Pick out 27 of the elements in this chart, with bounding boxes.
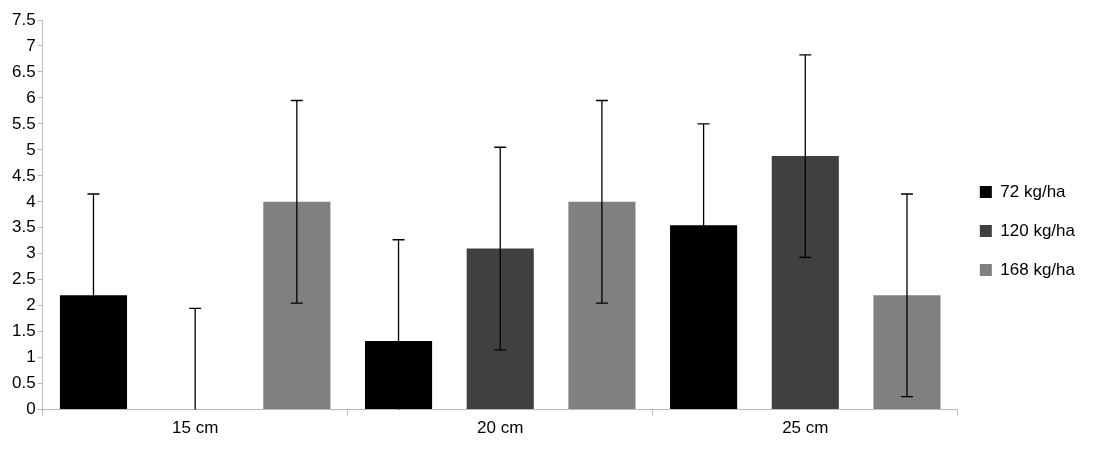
bar: [263, 201, 331, 410]
y-tick-label: 3.5: [11, 217, 36, 237]
y-tick-label: 6: [26, 87, 36, 107]
y-tick-label: 1: [26, 347, 36, 367]
bar: [568, 201, 636, 410]
bar: [873, 295, 941, 410]
y-tick-label: 2.5: [11, 269, 36, 289]
y-tick-label: 7: [26, 35, 36, 55]
x-tick-label: 20 cm: [477, 418, 524, 438]
y-tick-label: 5.5: [11, 113, 36, 133]
y-tick-label: 7.5: [11, 9, 36, 29]
y-tick-label: 6.5: [11, 61, 36, 81]
y-tick-label: 0.5: [11, 373, 36, 393]
y-tick-label: 3: [26, 243, 36, 263]
y-tick-label: 4.5: [11, 165, 36, 185]
y-tick-label: 0: [26, 399, 36, 419]
legend-label: 168 kg/ha: [1000, 259, 1076, 279]
y-tick-label: 5: [26, 139, 36, 159]
bar: [771, 156, 839, 410]
x-tick-label: 15 cm: [172, 418, 219, 438]
legend-label: 120 kg/ha: [1000, 220, 1076, 240]
y-tick-label: 1.5: [11, 321, 36, 341]
y-tick-label: 2: [26, 295, 36, 315]
x-tick-label: 25 cm: [782, 418, 829, 438]
bar: [466, 248, 534, 410]
y-tick-label: 4: [26, 191, 36, 211]
legend-label: 72 kg/ha: [1000, 181, 1067, 201]
